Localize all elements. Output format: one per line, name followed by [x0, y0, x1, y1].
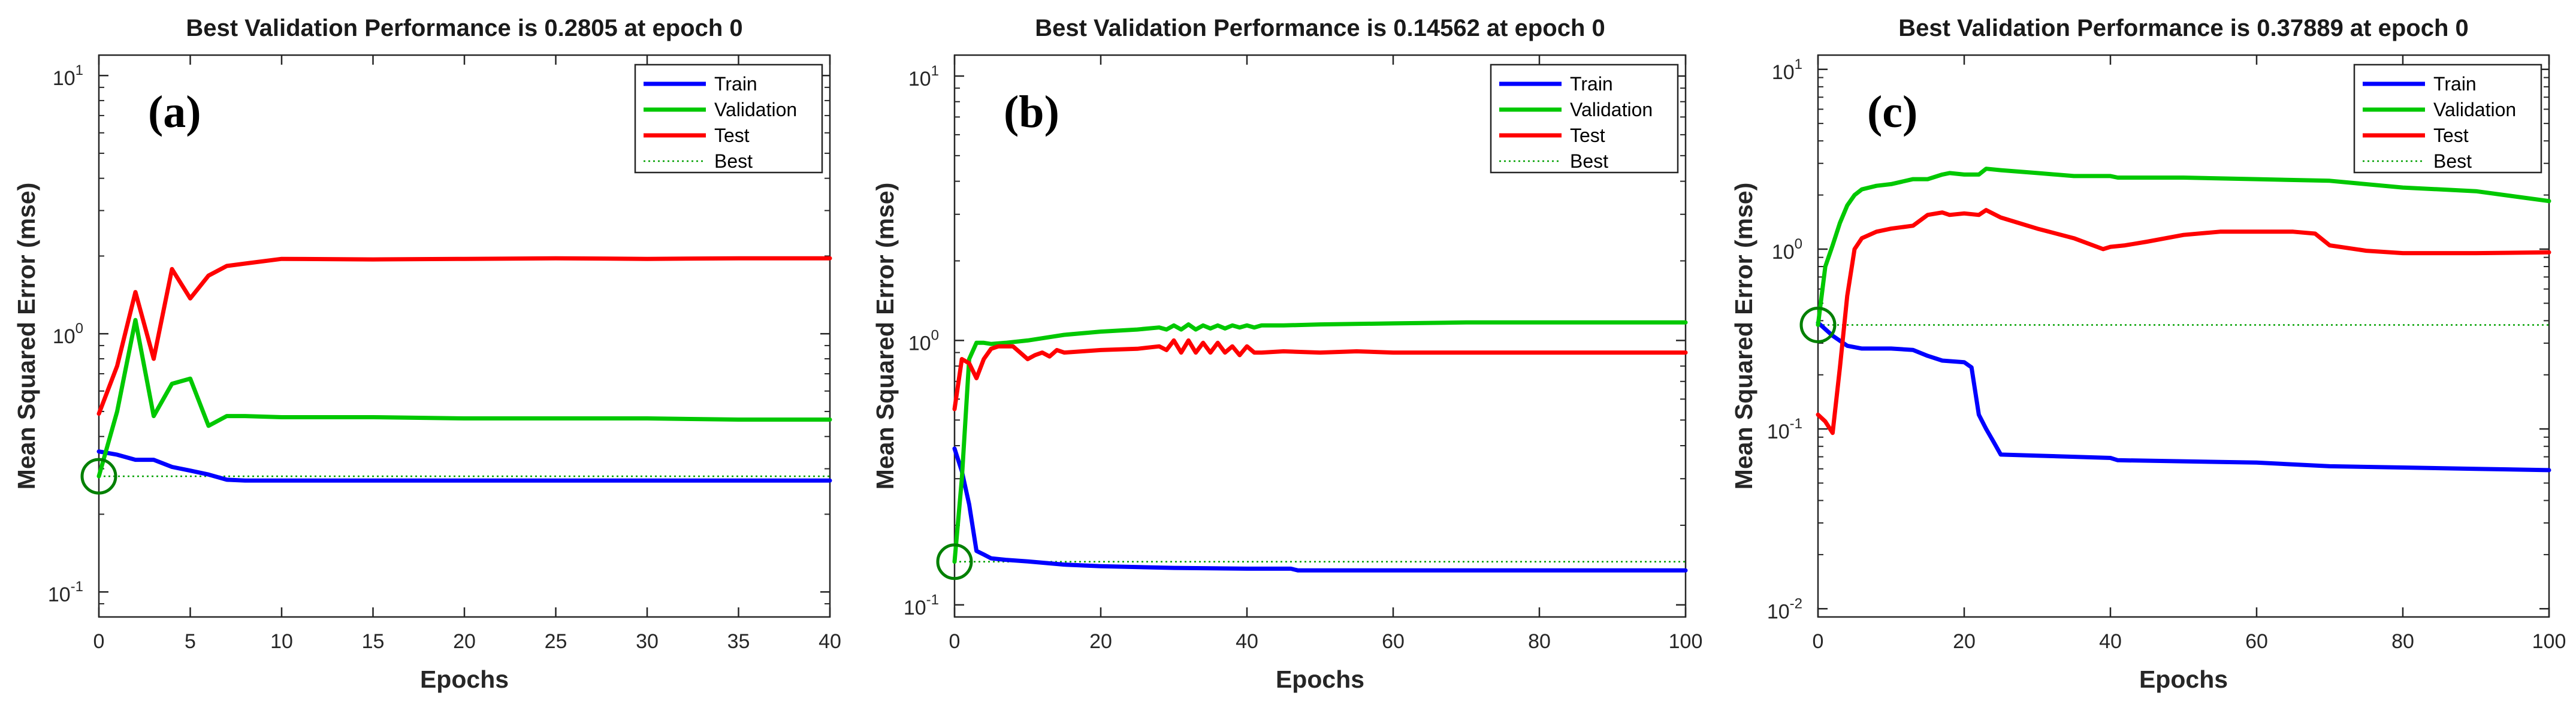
- series-line-train: [952, 446, 1688, 573]
- y-tick-label: 100: [908, 327, 939, 355]
- x-tick-label: 40: [819, 630, 841, 653]
- legend-label-test: Test: [714, 125, 750, 146]
- chart-panel-c: Best Validation Performance is 0.37889 a…: [1717, 0, 2576, 714]
- y-axis-label: Mean Squared Error (mse): [1730, 183, 1757, 490]
- x-tick-label: 15: [362, 630, 385, 653]
- chart-panel-a: Best Validation Performance is 0.2805 at…: [0, 0, 859, 714]
- x-tick-label: 80: [2391, 630, 2414, 653]
- series-line-train: [96, 449, 832, 483]
- chart-c-svg: Best Validation Performance is 0.37889 a…: [1730, 15, 2566, 693]
- series-line-test: [952, 338, 1688, 412]
- panel-letter: (b): [1004, 87, 1059, 137]
- y-tick-label: 101: [908, 63, 939, 90]
- x-tick-label: 0: [93, 630, 105, 653]
- series-line-validation: [1816, 167, 2551, 327]
- x-axis-label: Epochs: [1276, 665, 1364, 693]
- best-marker: [1799, 306, 1837, 343]
- series-line-validation: [952, 320, 1688, 564]
- series-line-test: [96, 256, 832, 416]
- y-tick-label: 10-1: [904, 592, 939, 619]
- series-line-validation: [96, 317, 832, 479]
- series-line-test: [1816, 208, 2551, 435]
- y-tick-label: 100: [1772, 236, 1802, 264]
- legend-label-validation: Validation: [714, 99, 797, 120]
- best-marker: [936, 543, 973, 580]
- legend-label-best: Best: [2433, 150, 2472, 172]
- best-marker: [80, 458, 117, 495]
- y-tick-label: 101: [1772, 56, 1802, 84]
- legend-label-test: Test: [1570, 125, 1605, 146]
- y-tick-label: 10-1: [48, 579, 83, 606]
- legend-label-test: Test: [2433, 125, 2469, 146]
- x-tick-label: 40: [2099, 630, 2122, 653]
- series-line-train: [1816, 320, 2551, 473]
- x-tick-label: 40: [1236, 630, 1258, 653]
- legend-label-train: Train: [1570, 73, 1613, 95]
- x-tick-label: 25: [545, 630, 567, 653]
- x-tick-label: 5: [185, 630, 196, 653]
- legend-label-validation: Validation: [1570, 99, 1653, 120]
- x-tick-label: 35: [727, 630, 750, 653]
- x-tick-label: 20: [1953, 630, 1976, 653]
- x-tick-label: 100: [1669, 630, 1703, 653]
- x-tick-label: 30: [636, 630, 659, 653]
- panel-letter: (a): [148, 87, 201, 137]
- y-axis-label: Mean Squared Error (mse): [871, 183, 899, 490]
- legend-label-best: Best: [714, 150, 753, 172]
- x-tick-label: 0: [1813, 630, 1824, 653]
- chart-a-svg: Best Validation Performance is 0.2805 at…: [13, 15, 841, 693]
- x-axis-label: Epochs: [2139, 665, 2228, 693]
- y-tick-label: 101: [53, 62, 83, 90]
- y-tick-label: 10-2: [1767, 595, 1802, 623]
- legend-label-best: Best: [1570, 150, 1608, 172]
- x-tick-label: 20: [453, 630, 476, 653]
- legend-box: [634, 63, 823, 174]
- x-tick-label: 0: [949, 630, 961, 653]
- chart-title: Best Validation Performance is 0.14562 a…: [1035, 15, 1605, 41]
- x-tick-label: 60: [1382, 630, 1405, 653]
- y-axis-label: Mean Squared Error (mse): [13, 183, 40, 490]
- chart-title: Best Validation Performance is 0.37889 a…: [1898, 15, 2469, 41]
- legend-label-train: Train: [714, 73, 757, 95]
- x-tick-label: 80: [1528, 630, 1551, 653]
- x-tick-label: 20: [1089, 630, 1112, 653]
- chart-b-svg: Best Validation Performance is 0.14562 a…: [871, 15, 1703, 693]
- chart-title: Best Validation Performance is 0.2805 at…: [186, 15, 742, 41]
- panel-letter: (c): [1867, 87, 1917, 137]
- y-tick-label: 10-1: [1767, 416, 1802, 443]
- x-tick-label: 100: [2532, 630, 2566, 653]
- legend-label-train: Train: [2433, 73, 2477, 95]
- legend-label-validation: Validation: [2433, 99, 2516, 120]
- chart-panel-b: Best Validation Performance is 0.14562 a…: [859, 0, 1717, 714]
- x-tick-label: 60: [2245, 630, 2268, 653]
- y-tick-label: 100: [53, 320, 83, 348]
- x-axis-label: Epochs: [420, 665, 509, 693]
- x-tick-label: 10: [270, 630, 293, 653]
